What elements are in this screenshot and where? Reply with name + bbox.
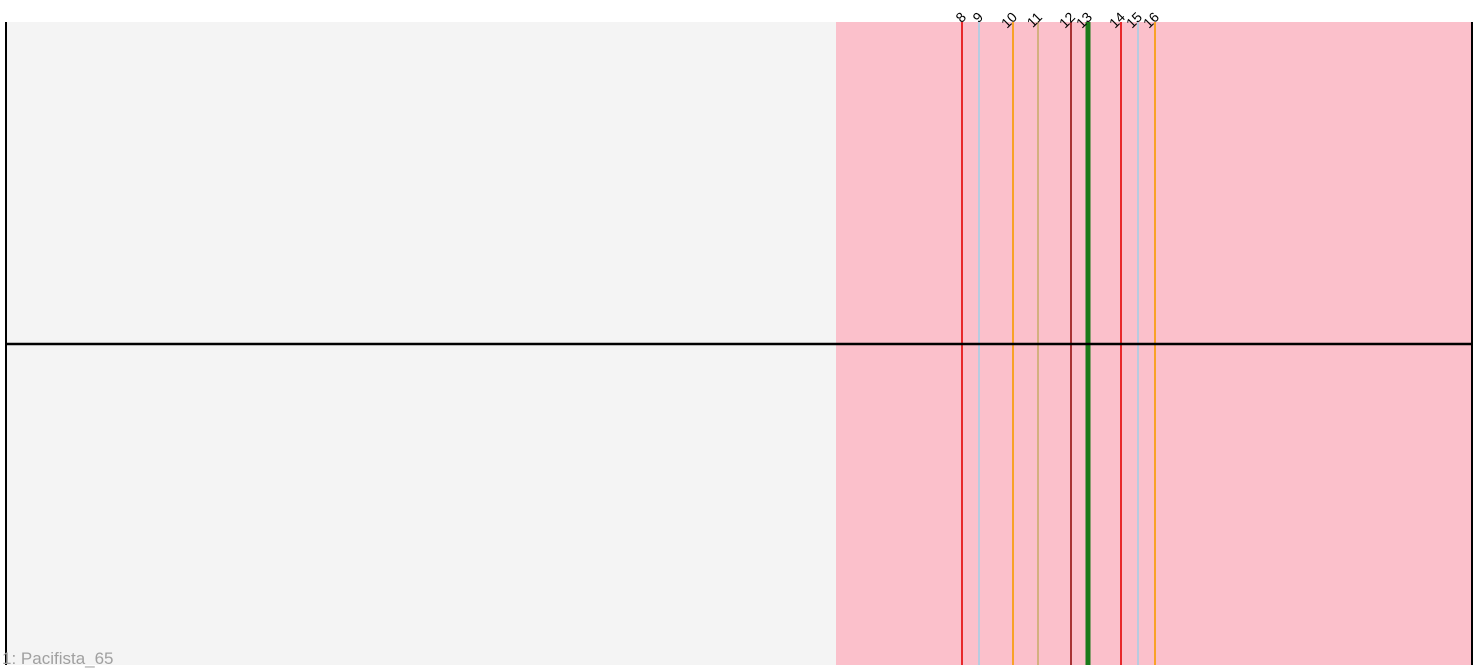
track-label: 1: Pacifista_65 [2,649,114,668]
